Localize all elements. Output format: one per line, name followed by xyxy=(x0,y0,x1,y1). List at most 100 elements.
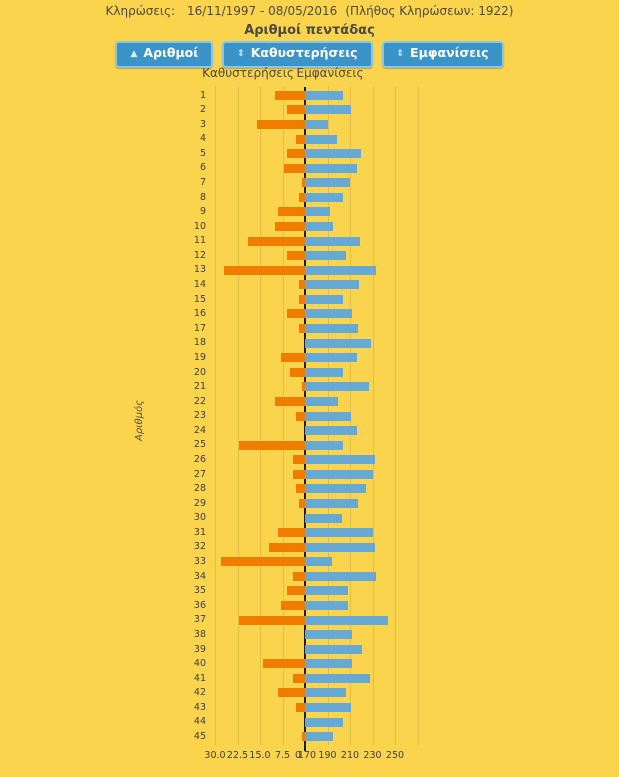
appearance-bar xyxy=(305,367,344,377)
delay-bar xyxy=(296,411,305,421)
appearance-bar xyxy=(305,469,373,479)
sort-both-icon: ⇕ xyxy=(237,49,245,59)
sort-numbers-label: Αριθμοί xyxy=(143,45,199,60)
gridline xyxy=(395,87,396,745)
chart-row: 2 xyxy=(0,103,619,118)
sort-appearances-button[interactable]: ⇕ Εμφανίσεις xyxy=(381,41,504,68)
x-tick-label: 0 xyxy=(294,750,302,761)
row-number-label: 28 xyxy=(193,483,206,495)
sort-delays-button[interactable]: ⇕ Καθυστερήσεις xyxy=(222,41,373,68)
chart-row: 9 xyxy=(0,205,619,220)
column-header-appearances: Εμφανίσεις xyxy=(296,66,364,80)
chart-row: 42 xyxy=(0,686,619,701)
row-number-label: 12 xyxy=(193,249,206,261)
row-number-label: 37 xyxy=(193,614,206,626)
row-number-label: 20 xyxy=(193,366,206,378)
row-number-label: 43 xyxy=(193,701,206,713)
chart-row: 7 xyxy=(0,175,619,190)
chart-row: 35 xyxy=(0,584,619,599)
appearance-bar xyxy=(305,251,346,261)
appearance-bar xyxy=(305,353,357,363)
row-number-label: 23 xyxy=(193,410,206,422)
chart-row: 37 xyxy=(0,613,619,628)
x-tick-label: 210 xyxy=(340,750,360,761)
appearance-bar xyxy=(305,440,344,450)
delay-bar xyxy=(302,178,305,188)
delay-bar xyxy=(299,498,305,508)
sort-numbers-button[interactable]: ▲ Αριθμοί xyxy=(115,41,214,68)
row-number-label: 41 xyxy=(193,672,206,684)
delay-bar xyxy=(275,221,305,231)
x-tick-label: 30.0 xyxy=(204,750,226,761)
delay-bar xyxy=(281,353,305,363)
row-number-label: 18 xyxy=(193,337,206,349)
appearance-bar xyxy=(305,134,337,144)
chart-row: 14 xyxy=(0,278,619,293)
sort-delays-label: Καθυστερήσεις xyxy=(250,45,358,60)
row-number-label: 39 xyxy=(193,643,206,655)
chart-row: 38 xyxy=(0,627,619,642)
appearance-bar xyxy=(305,119,328,129)
row-number-label: 8 xyxy=(199,191,206,203)
chart-row: 27 xyxy=(0,467,619,482)
gridline xyxy=(237,87,239,745)
appearance-bar xyxy=(305,571,376,581)
delay-bar xyxy=(239,440,305,450)
row-number-label: 35 xyxy=(193,585,206,597)
delay-bar xyxy=(302,382,305,392)
appearance-bar xyxy=(305,411,352,421)
x-tick-label: 15.0 xyxy=(249,750,271,761)
appearance-bar xyxy=(305,338,372,348)
delay-bar xyxy=(293,673,305,683)
row-number-label: 26 xyxy=(193,453,206,465)
row-number-label: 45 xyxy=(193,730,206,742)
delay-bar xyxy=(248,236,305,246)
row-number-label: 1 xyxy=(199,89,206,101)
appearance-bar xyxy=(305,498,358,508)
appearance-bar xyxy=(305,557,332,567)
appearance-bar xyxy=(305,673,371,683)
chart-row: 32 xyxy=(0,540,619,555)
row-number-label: 14 xyxy=(193,279,206,291)
appearance-bar xyxy=(305,149,362,159)
row-number-label: 30 xyxy=(193,512,206,524)
chart-row: 3 xyxy=(0,117,619,132)
chart-row: 8 xyxy=(0,190,619,205)
chart-row: 19 xyxy=(0,350,619,365)
row-number-label: 24 xyxy=(193,424,206,436)
row-number-label: 36 xyxy=(193,599,206,611)
delay-bar xyxy=(224,265,305,275)
delay-bar xyxy=(299,294,305,304)
center-axis-tick xyxy=(304,745,306,751)
row-number-label: 32 xyxy=(193,541,206,553)
chart-row: 21 xyxy=(0,380,619,395)
appearance-bar xyxy=(305,163,357,173)
chart-row: 16 xyxy=(0,307,619,322)
draws-date-range: 16/11/1997 - 08/05/2016 xyxy=(187,4,338,18)
delay-bar xyxy=(293,571,305,581)
sort-ascending-icon: ▲ xyxy=(130,49,138,59)
row-number-label: 22 xyxy=(193,395,206,407)
chart-row: 33 xyxy=(0,555,619,570)
chart-rows: 1 2 3 4 5 6 7 8 9 10 11 12 13 14 15 16 17 18 19 20 21 22 23 24 2… xyxy=(0,88,619,744)
gridline xyxy=(260,87,261,745)
delay-bar xyxy=(302,732,305,742)
row-number-label: 10 xyxy=(193,220,206,232)
delay-bar xyxy=(293,455,305,465)
appearance-bar xyxy=(305,703,352,713)
chart-row: 22 xyxy=(0,394,619,409)
chart-row: 10 xyxy=(0,219,619,234)
chart-row: 36 xyxy=(0,598,619,613)
delay-bar xyxy=(275,396,305,406)
delay-bar xyxy=(281,601,305,611)
delay-bar xyxy=(263,659,305,669)
appearance-bar xyxy=(305,513,343,523)
delay-bar xyxy=(299,324,305,334)
chart-row: 25 xyxy=(0,438,619,453)
chart-row: 44 xyxy=(0,715,619,730)
x-tick-label: 190 xyxy=(318,750,337,761)
delay-bar xyxy=(269,542,305,552)
chart-row: 13 xyxy=(0,263,619,278)
draws-info-line: Κληρώσεις: 16/11/1997 - 08/05/2016 (Πλήθος… xyxy=(0,4,619,18)
